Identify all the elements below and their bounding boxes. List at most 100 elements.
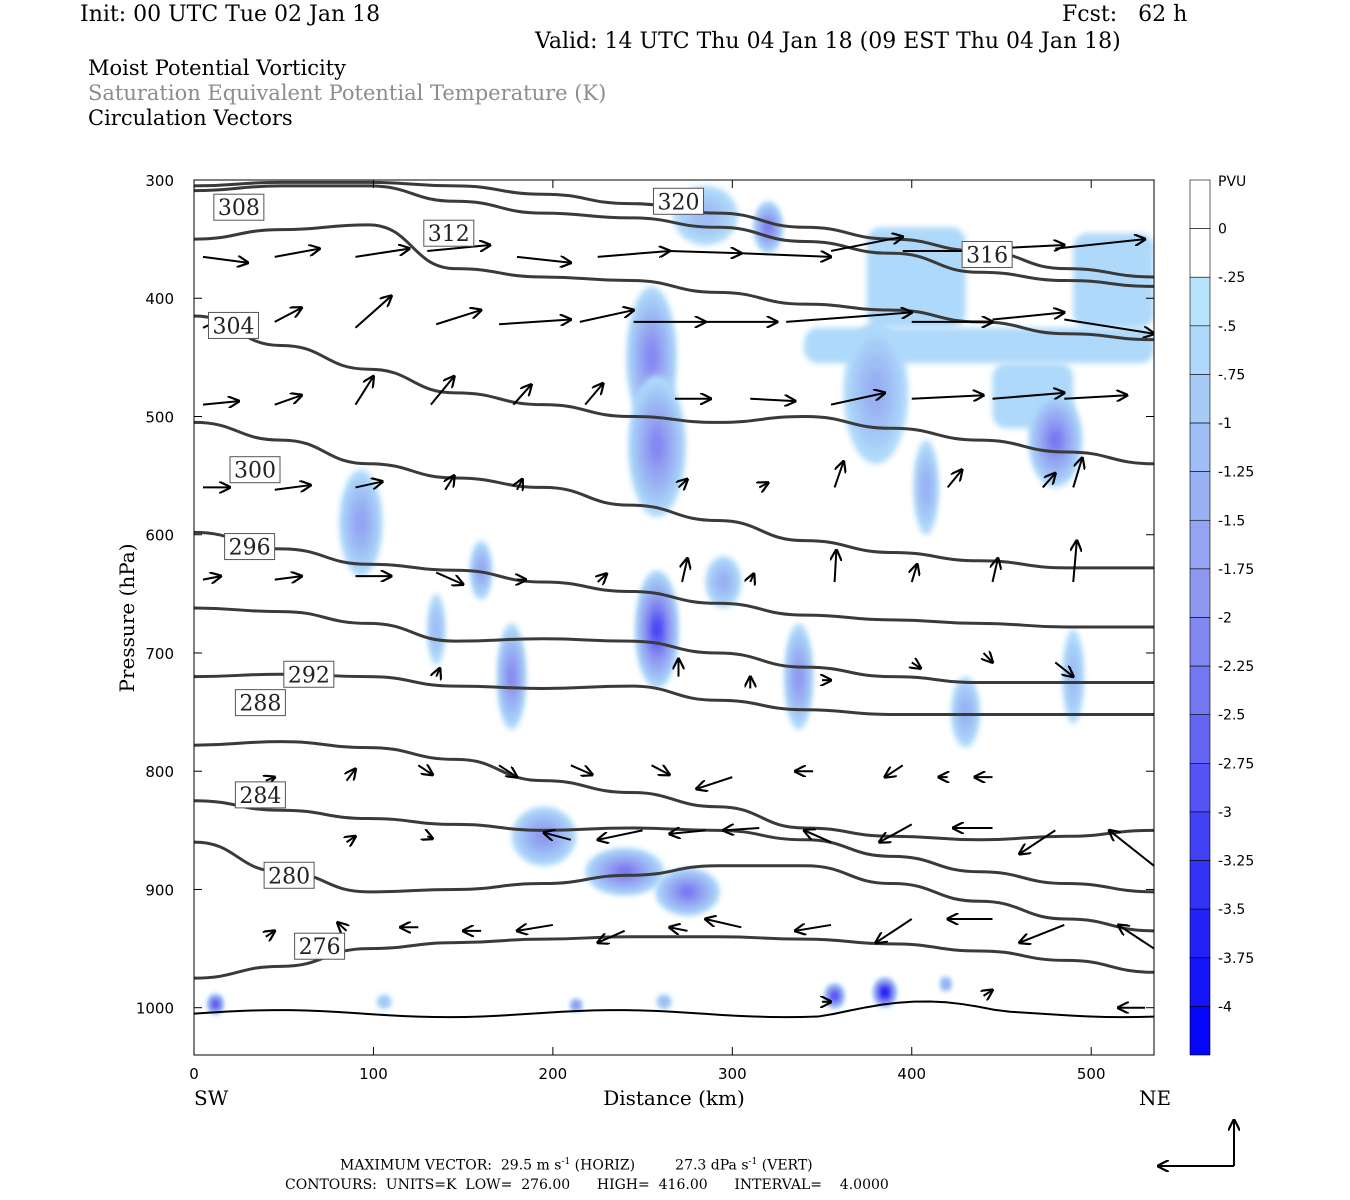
colorbar-label-8: -2 bbox=[1218, 611, 1232, 627]
vector-94 bbox=[670, 927, 688, 931]
svg-text:312: 312 bbox=[428, 222, 470, 247]
colorbar-label-1: -.25 bbox=[1218, 270, 1245, 286]
vector-46 bbox=[1072, 458, 1082, 488]
colorbar-label-7: -1.75 bbox=[1218, 562, 1254, 578]
colorbar-swatch-16 bbox=[1189, 957, 1211, 1007]
colorbar: 0 -.25 -.5 -.75 -1 -1.25 -1.5 -1.75 -2 -2.25 -2.5 -… bbox=[1189, 179, 1254, 1056]
colorbar-swatch-12 bbox=[1189, 763, 1211, 813]
colorbar-label-4: -1 bbox=[1218, 416, 1232, 432]
svg-text:500: 500 bbox=[1077, 1065, 1106, 1083]
y-tick-400: 400 bbox=[145, 290, 1154, 308]
vector-20 bbox=[786, 312, 912, 323]
colorbar-swatch-10 bbox=[1189, 665, 1211, 716]
vector-23 bbox=[1064, 318, 1154, 334]
pv-anomaly-25 bbox=[940, 976, 952, 992]
contour-label-308: 308 bbox=[213, 193, 265, 221]
vector-79 bbox=[544, 833, 572, 840]
colorbar-swatch-9 bbox=[1189, 617, 1211, 667]
vector-80 bbox=[598, 829, 643, 839]
theta-contours bbox=[194, 180, 1154, 980]
vector-0 bbox=[202, 257, 248, 263]
pv-anomaly-19 bbox=[874, 978, 896, 1007]
y-tick-1000: 1000 bbox=[136, 1000, 1154, 1018]
theta-contour-300 bbox=[194, 530, 1154, 629]
svg-text:400: 400 bbox=[897, 1065, 926, 1083]
vector-53 bbox=[682, 558, 687, 583]
vector-95 bbox=[705, 919, 742, 929]
svg-text:316: 316 bbox=[966, 243, 1008, 268]
pv-anomaly-24 bbox=[656, 994, 672, 1009]
horiz-exp: -1 bbox=[561, 1157, 571, 1167]
vector-50 bbox=[435, 571, 463, 585]
pv-anomaly-21 bbox=[208, 994, 223, 1014]
svg-text:800: 800 bbox=[145, 763, 174, 781]
pv-anomaly-4 bbox=[497, 623, 526, 730]
vector-25 bbox=[274, 395, 302, 406]
svg-text:700: 700 bbox=[145, 645, 174, 663]
vector-66 bbox=[266, 777, 275, 781]
pv-anomaly-8 bbox=[585, 848, 665, 896]
colorbar-label-13: -3.25 bbox=[1218, 854, 1254, 870]
vert-tag: (VERT) bbox=[761, 1157, 813, 1174]
colorbar-swatch-14 bbox=[1189, 860, 1211, 910]
max-vector-label: MAXIMUM VECTOR: bbox=[340, 1157, 492, 1174]
vector-52 bbox=[598, 574, 607, 582]
reference-vector bbox=[1158, 1120, 1234, 1166]
colorbar-label-14: -3.5 bbox=[1218, 902, 1245, 918]
vector-100 bbox=[1118, 925, 1154, 950]
contour-label-300: 300 bbox=[229, 456, 281, 484]
pv-anomaly-20 bbox=[825, 984, 844, 1008]
vector-47 bbox=[202, 576, 221, 580]
vector-57 bbox=[993, 558, 998, 583]
contour-label-288: 288 bbox=[234, 689, 286, 717]
svg-text:308: 308 bbox=[218, 196, 260, 221]
pv-anomaly-1 bbox=[628, 375, 686, 517]
colorbar-label-9: -2.25 bbox=[1218, 659, 1254, 675]
vector-96 bbox=[795, 925, 832, 931]
y-axis-label: Pressure (hPa) bbox=[115, 544, 139, 693]
forecast-hour: Fcst: 62 h bbox=[1062, 2, 1188, 27]
vector-48 bbox=[274, 576, 302, 580]
vector-17 bbox=[579, 310, 634, 323]
vector-84 bbox=[879, 823, 913, 842]
vector-64 bbox=[984, 653, 993, 662]
theta-contour-316 bbox=[194, 184, 1154, 288]
x-tick-300: 300 bbox=[718, 180, 747, 1083]
svg-text:200: 200 bbox=[539, 1065, 568, 1083]
contour-label-320: 320 bbox=[652, 187, 704, 215]
vector-28 bbox=[512, 385, 531, 406]
svg-text:900: 900 bbox=[145, 881, 174, 899]
theta-contour-308 bbox=[194, 314, 1154, 466]
colorbar-label-11: -2.75 bbox=[1218, 756, 1254, 772]
theta-contour-292 bbox=[194, 672, 1154, 716]
colorbar-label-3: -.75 bbox=[1218, 367, 1245, 383]
vector-29 bbox=[584, 383, 603, 406]
vector-1 bbox=[274, 249, 320, 258]
x-axis-label: Distance (km) bbox=[603, 1086, 745, 1110]
vector-88 bbox=[266, 931, 275, 937]
vector-43 bbox=[833, 461, 844, 488]
colorbar-unit: PVU bbox=[1218, 174, 1246, 190]
pv-anomaly-12 bbox=[753, 201, 783, 254]
svg-text:600: 600 bbox=[145, 527, 174, 545]
svg-text:400: 400 bbox=[145, 290, 174, 308]
y-tick-500: 500 bbox=[145, 408, 1154, 426]
colorbar-swatch-8 bbox=[1189, 568, 1211, 618]
max-vector-line: MAXIMUM VECTOR: 29.5 m s-1 (HORIZ) 27.3 … bbox=[340, 1157, 813, 1174]
vector-63 bbox=[912, 662, 921, 668]
vert-value: 27.3 bbox=[675, 1157, 707, 1174]
colorbar-label-12: -3 bbox=[1218, 805, 1232, 821]
pv-anomaly-11 bbox=[705, 556, 742, 609]
pv-anomaly-10 bbox=[784, 623, 814, 730]
pv-anomaly-23 bbox=[570, 999, 582, 1012]
contour-label-284: 284 bbox=[234, 781, 286, 809]
svg-text:300: 300 bbox=[234, 459, 276, 484]
ground-surface bbox=[194, 1000, 1154, 1019]
vector-71 bbox=[651, 765, 670, 774]
vector-59 bbox=[436, 668, 440, 676]
x-tick-500: 500 bbox=[1077, 180, 1106, 1083]
pv-shelf-2 bbox=[1073, 233, 1154, 328]
vector-82 bbox=[723, 828, 760, 830]
ne-label: NE bbox=[1139, 1086, 1171, 1110]
colorbar-label-5: -1.25 bbox=[1218, 465, 1254, 481]
